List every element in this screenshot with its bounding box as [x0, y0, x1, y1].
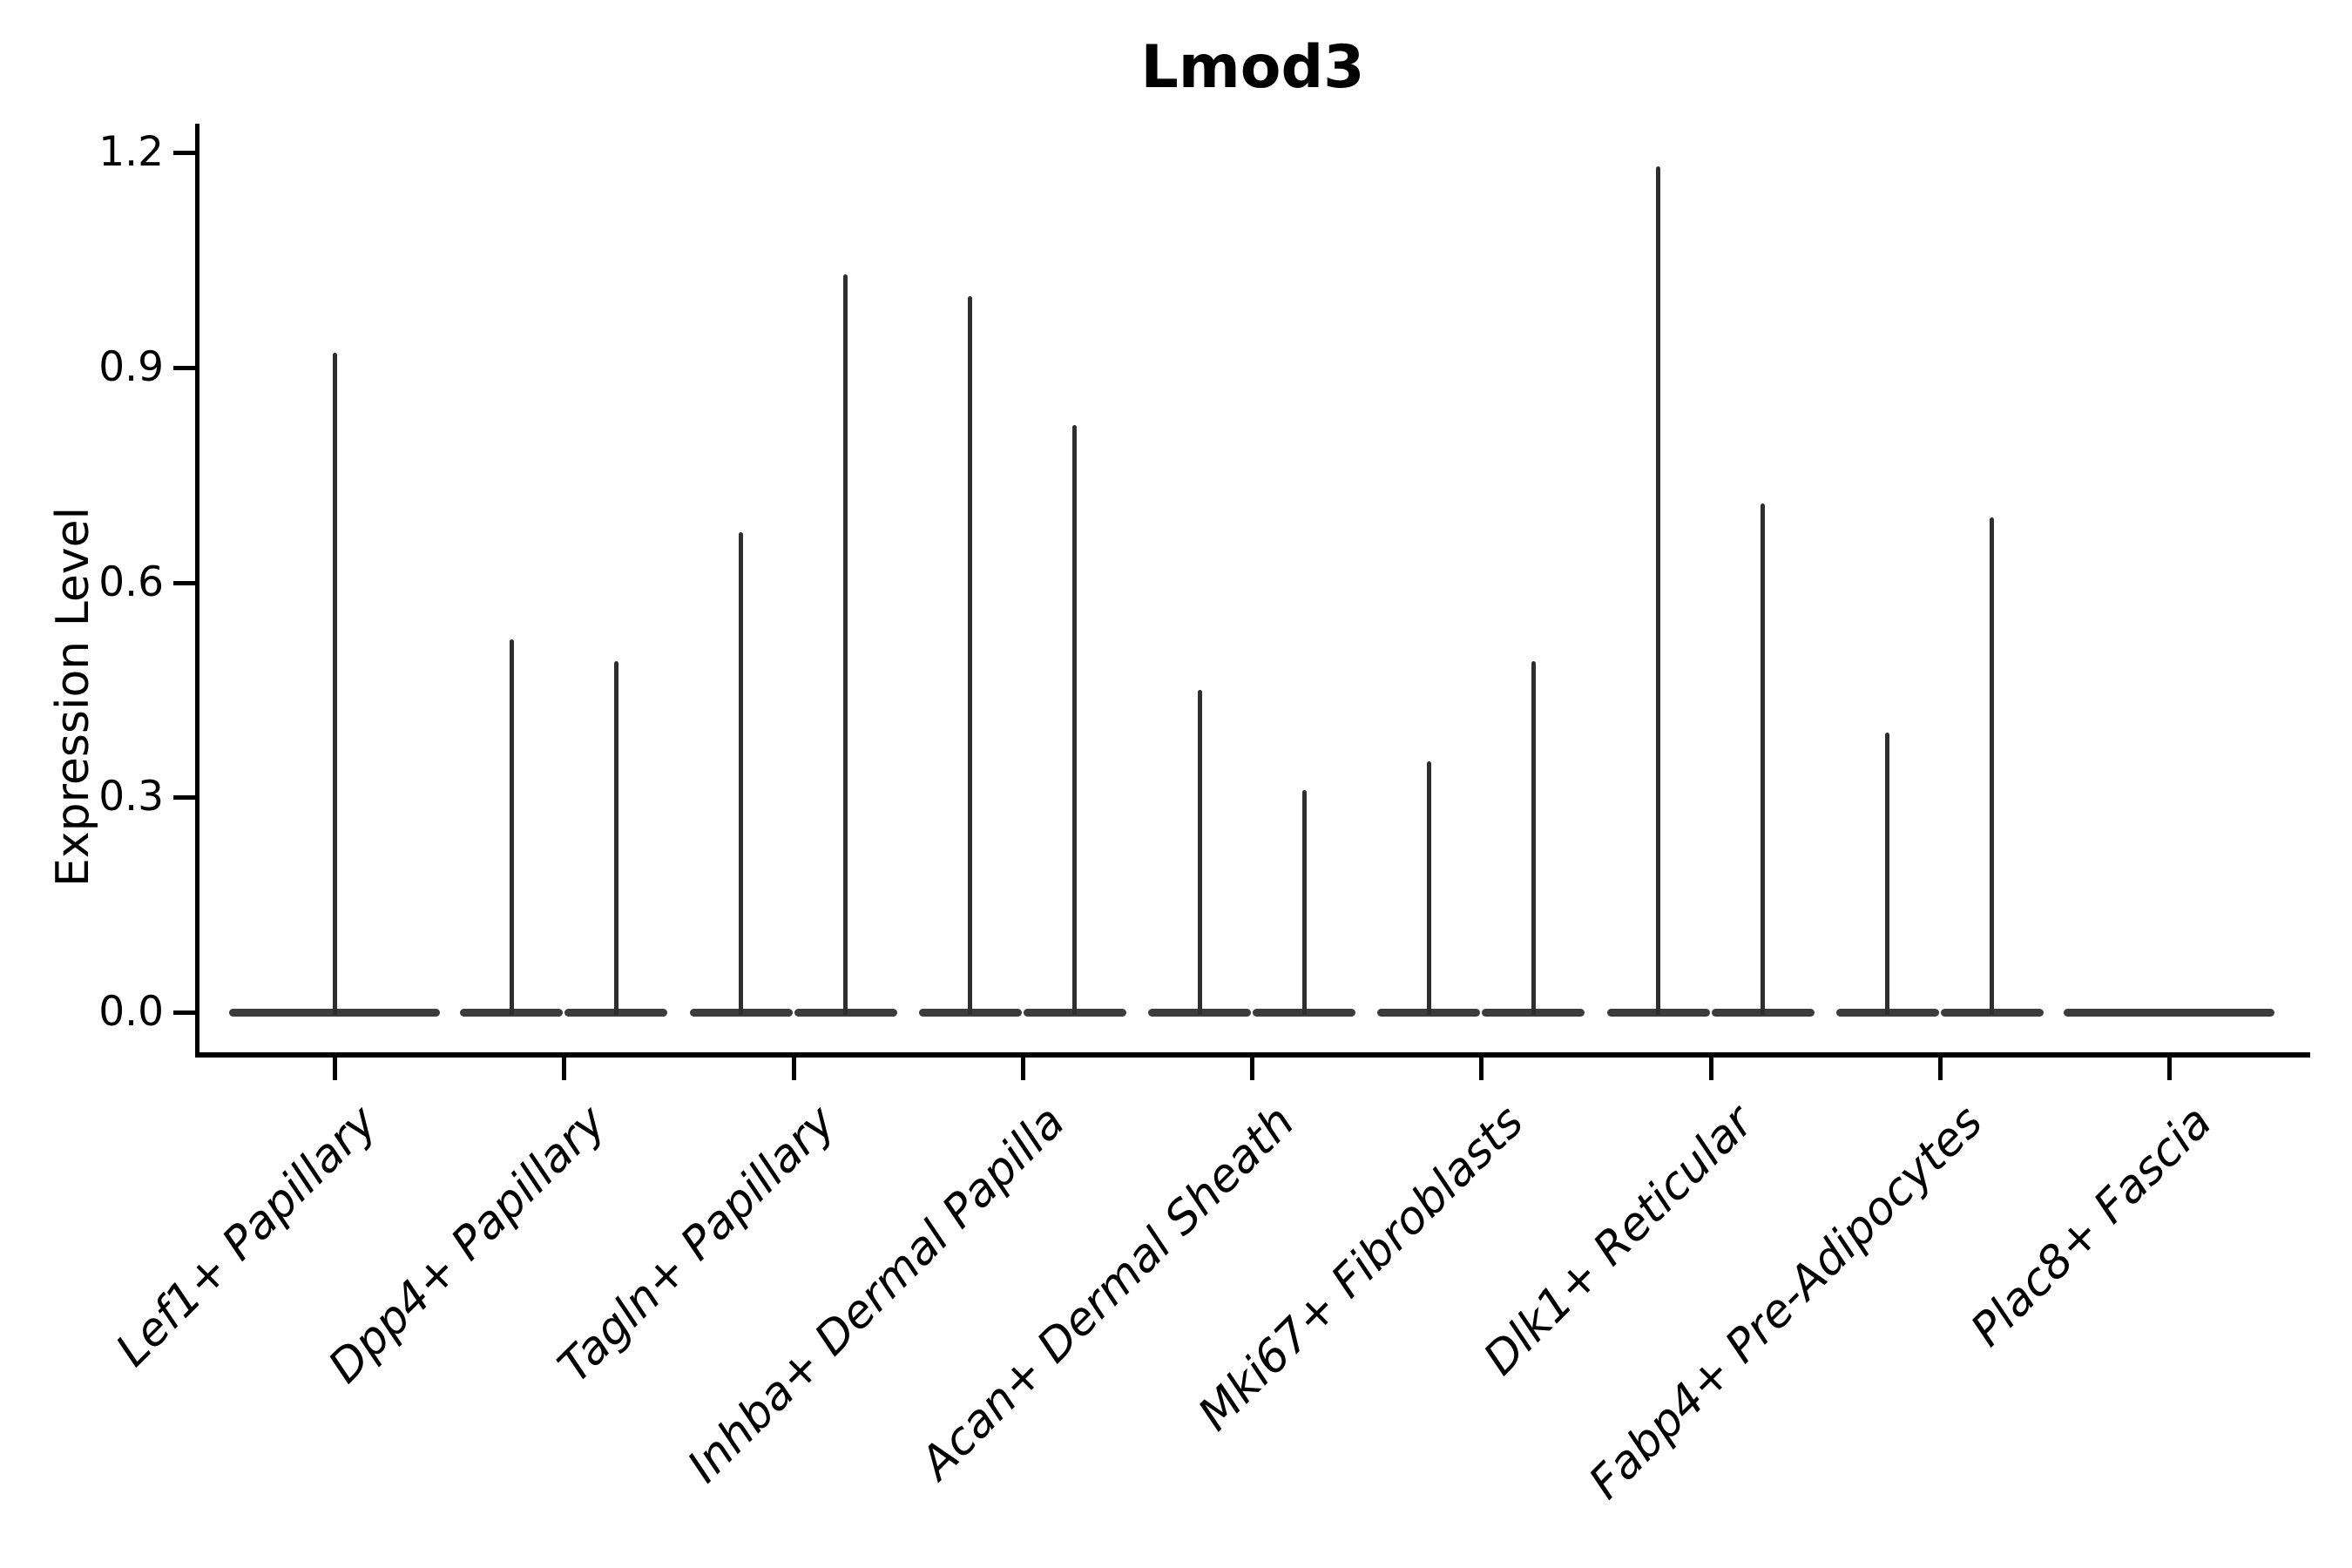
violin-spike [1301, 790, 1307, 1015]
chart-title: Lmod3 [1140, 33, 1365, 102]
x-tick-label: Fabp4+ Pre-Adipocytes [1578, 1096, 1993, 1510]
violin-spike [509, 639, 514, 1015]
violin-spike [1990, 517, 1995, 1015]
violin-spike [1072, 424, 1078, 1015]
y-tick-mark [173, 151, 198, 155]
x-tick-label: Inhba+ Dermal Papilla [678, 1096, 1076, 1493]
x-tick-mark [2167, 1058, 2172, 1080]
x-axis-spine [195, 1052, 2310, 1058]
x-tick-mark [1708, 1058, 1713, 1080]
violin-spike [843, 274, 848, 1015]
y-tick-mark [173, 1010, 198, 1015]
y-tick-label: 0.6 [98, 558, 164, 606]
x-tick-mark [1250, 1058, 1254, 1080]
y-tick-mark [173, 795, 198, 801]
x-tick-mark [1937, 1058, 1943, 1080]
x-tick-mark [333, 1058, 337, 1080]
violin-spike [1885, 733, 1890, 1015]
violin-spike [332, 353, 337, 1015]
x-tick-mark [791, 1058, 796, 1080]
violin-baseline [2064, 1008, 2274, 1017]
x-tick-mark [1479, 1058, 1484, 1080]
violin-spike [613, 660, 618, 1015]
y-tick-label: 0.9 [98, 342, 164, 391]
violin-spike [1197, 689, 1202, 1015]
x-tick-mark [1020, 1058, 1025, 1080]
y-tick-mark [173, 365, 198, 370]
violin-spike [1656, 166, 1660, 1015]
violin-spike [1531, 660, 1536, 1015]
y-tick-label: 0.3 [98, 773, 164, 821]
x-tick-label: Plac8+ Fascia [1961, 1096, 2222, 1357]
y-tick-label: 0.0 [98, 988, 164, 1036]
x-tick-label: Acan+ Dermal Sheath [910, 1096, 1305, 1490]
violin-spike [739, 531, 743, 1015]
violin-spike [1426, 761, 1431, 1015]
y-tick-mark [173, 580, 198, 585]
x-tick-mark [562, 1058, 567, 1080]
violin-spike [968, 295, 973, 1015]
y-tick-label: 1.2 [98, 128, 164, 176]
y-axis-spine [195, 124, 199, 1057]
violin-spike [1761, 504, 1765, 1015]
